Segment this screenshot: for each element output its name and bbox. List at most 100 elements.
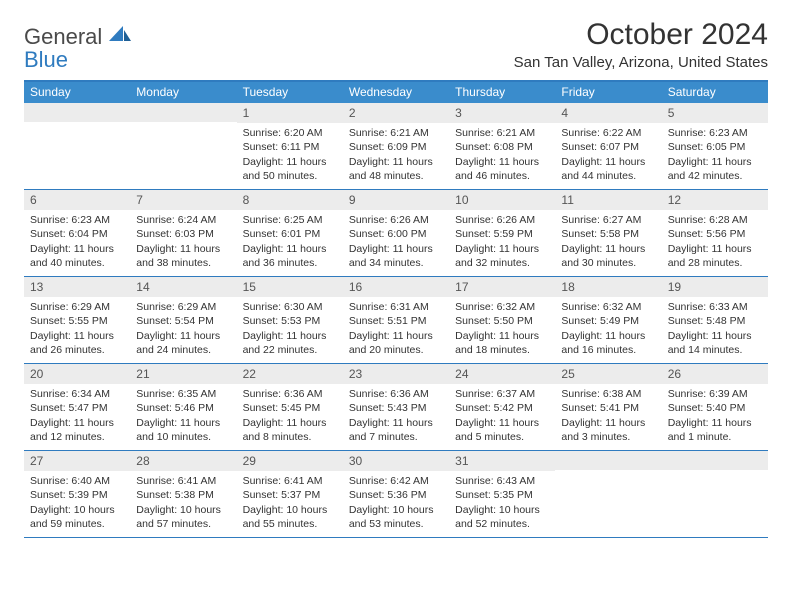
- day-number: 13: [24, 277, 130, 297]
- sunset-line: Sunset: 6:09 PM: [349, 140, 445, 154]
- calendar-day-cell: 1Sunrise: 6:20 AMSunset: 6:11 PMDaylight…: [237, 103, 343, 189]
- calendar-week-row: 20Sunrise: 6:34 AMSunset: 5:47 PMDayligh…: [24, 364, 768, 451]
- calendar-day-cell: 25Sunrise: 6:38 AMSunset: 5:41 PMDayligh…: [555, 364, 661, 450]
- day-number: 22: [237, 364, 343, 384]
- sunrise-line: Sunrise: 6:42 AM: [349, 474, 445, 488]
- sunset-line: Sunset: 5:48 PM: [668, 314, 764, 328]
- calendar-week-row: 27Sunrise: 6:40 AMSunset: 5:39 PMDayligh…: [24, 451, 768, 538]
- daylight-line: Daylight: 10 hours and 59 minutes.: [30, 503, 126, 531]
- daylight-line: Daylight: 10 hours and 53 minutes.: [349, 503, 445, 531]
- day-number: [555, 451, 661, 470]
- sunset-line: Sunset: 6:05 PM: [668, 140, 764, 154]
- page-title: October 2024: [514, 18, 768, 52]
- sunset-line: Sunset: 5:45 PM: [243, 401, 339, 415]
- daylight-line: Daylight: 11 hours and 1 minute.: [668, 416, 764, 444]
- calendar-day-cell: 5Sunrise: 6:23 AMSunset: 6:05 PMDaylight…: [662, 103, 768, 189]
- calendar-day-cell: 11Sunrise: 6:27 AMSunset: 5:58 PMDayligh…: [555, 190, 661, 276]
- day-number: 18: [555, 277, 661, 297]
- day-of-week-label: Sunday: [24, 82, 130, 103]
- day-number: 14: [130, 277, 236, 297]
- day-number: 31: [449, 451, 555, 471]
- sunset-line: Sunset: 5:59 PM: [455, 227, 551, 241]
- sunrise-line: Sunrise: 6:21 AM: [349, 126, 445, 140]
- sunrise-line: Sunrise: 6:40 AM: [30, 474, 126, 488]
- day-number: [24, 103, 130, 122]
- sunrise-line: Sunrise: 6:36 AM: [243, 387, 339, 401]
- day-number: 29: [237, 451, 343, 471]
- day-number: 11: [555, 190, 661, 210]
- sunset-line: Sunset: 5:51 PM: [349, 314, 445, 328]
- calendar-week-row: 13Sunrise: 6:29 AMSunset: 5:55 PMDayligh…: [24, 277, 768, 364]
- day-number: 1: [237, 103, 343, 123]
- calendar-day-cell: 26 Sunrise: 6:39 AMSunset: 5:40 PMDayligh…: [662, 364, 768, 450]
- day-number: 2: [343, 103, 449, 123]
- logo-word-1: General: [24, 24, 102, 49]
- sunset-line: Sunset: 5:37 PM: [243, 488, 339, 502]
- calendar-day-cell: 27 Sunrise: 6:40 AMSunset: 5:39 PMDayligh…: [24, 451, 130, 537]
- calendar-day-cell: 2Sunrise: 6:21 AMSunset: 6:09 PMDaylight…: [343, 103, 449, 189]
- day-of-week-label: Friday: [555, 82, 661, 103]
- day-number: 30: [343, 451, 449, 471]
- sunrise-line: Sunrise: 6:35 AM: [136, 387, 232, 401]
- sunset-line: Sunset: 6:01 PM: [243, 227, 339, 241]
- calendar-day-cell: [555, 451, 661, 537]
- sunrise-line: Sunrise: 6:27 AM: [561, 213, 657, 227]
- calendar-week-row: 6Sunrise: 6:23 AMSunset: 6:04 PMDaylight…: [24, 190, 768, 277]
- sunrise-line: Sunrise: 6:30 AM: [243, 300, 339, 314]
- day-number: 26: [662, 364, 768, 384]
- calendar-day-cell: 22Sunrise: 6:36 AMSunset: 5:45 PMDayligh…: [237, 364, 343, 450]
- day-number: 16: [343, 277, 449, 297]
- sunset-line: Sunset: 6:07 PM: [561, 140, 657, 154]
- daylight-line: Daylight: 11 hours and 5 minutes.: [455, 416, 551, 444]
- daylight-line: Daylight: 11 hours and 26 minutes.: [30, 329, 126, 357]
- daylight-line: Daylight: 11 hours and 16 minutes.: [561, 329, 657, 357]
- sunrise-line: Sunrise: 6:43 AM: [455, 474, 551, 488]
- sunset-line: Sunset: 5:49 PM: [561, 314, 657, 328]
- day-number: 23: [343, 364, 449, 384]
- sunrise-line: Sunrise: 6:23 AM: [30, 213, 126, 227]
- sunrise-line: Sunrise: 6:32 AM: [455, 300, 551, 314]
- day-number: 4: [555, 103, 661, 123]
- sunset-line: Sunset: 5:58 PM: [561, 227, 657, 241]
- sunset-line: Sunset: 5:40 PM: [668, 401, 764, 415]
- day-number: 3: [449, 103, 555, 123]
- daylight-line: Daylight: 11 hours and 20 minutes.: [349, 329, 445, 357]
- sunset-line: Sunset: 5:55 PM: [30, 314, 126, 328]
- calendar-day-cell: 9Sunrise: 6:26 AMSunset: 6:00 PMDaylight…: [343, 190, 449, 276]
- daylight-line: Daylight: 11 hours and 22 minutes.: [243, 329, 339, 357]
- daylight-line: Daylight: 11 hours and 24 minutes.: [136, 329, 232, 357]
- location-subtitle: San Tan Valley, Arizona, United States: [514, 54, 768, 71]
- calendar-day-cell: 6Sunrise: 6:23 AMSunset: 6:04 PMDaylight…: [24, 190, 130, 276]
- daylight-line: Daylight: 10 hours and 57 minutes.: [136, 503, 232, 531]
- sunset-line: Sunset: 5:46 PM: [136, 401, 232, 415]
- daylight-line: Daylight: 10 hours and 55 minutes.: [243, 503, 339, 531]
- logo: General Blue: [24, 18, 131, 72]
- sunrise-line: Sunrise: 6:33 AM: [668, 300, 764, 314]
- day-number: 17: [449, 277, 555, 297]
- sunrise-line: Sunrise: 6:39 AM: [668, 387, 764, 401]
- sunset-line: Sunset: 5:43 PM: [349, 401, 445, 415]
- day-of-week-label: Tuesday: [237, 82, 343, 103]
- sunrise-line: Sunrise: 6:31 AM: [349, 300, 445, 314]
- sunset-line: Sunset: 5:47 PM: [30, 401, 126, 415]
- daylight-line: Daylight: 11 hours and 7 minutes.: [349, 416, 445, 444]
- sunset-line: Sunset: 5:39 PM: [30, 488, 126, 502]
- sunrise-line: Sunrise: 6:29 AM: [30, 300, 126, 314]
- daylight-line: Daylight: 10 hours and 52 minutes.: [455, 503, 551, 531]
- calendar-day-cell: 18Sunrise: 6:32 AMSunset: 5:49 PMDayligh…: [555, 277, 661, 363]
- sunset-line: Sunset: 5:38 PM: [136, 488, 232, 502]
- daylight-line: Daylight: 11 hours and 38 minutes.: [136, 242, 232, 270]
- calendar-day-cell: 21Sunrise: 6:35 AMSunset: 5:46 PMDayligh…: [130, 364, 236, 450]
- calendar-day-cell: 16 Sunrise: 6:31 AMSunset: 5:51 PMDayligh…: [343, 277, 449, 363]
- daylight-line: Daylight: 11 hours and 46 minutes.: [455, 155, 551, 183]
- sunrise-line: Sunrise: 6:34 AM: [30, 387, 126, 401]
- sunrise-line: Sunrise: 6:41 AM: [136, 474, 232, 488]
- calendar-day-cell: 4Sunrise: 6:22 AMSunset: 6:07 PMDaylight…: [555, 103, 661, 189]
- calendar-day-cell: 17Sunrise: 6:32 AMSunset: 5:50 PMDayligh…: [449, 277, 555, 363]
- day-number: 28: [130, 451, 236, 471]
- day-number: 27: [24, 451, 130, 471]
- sunrise-line: Sunrise: 6:38 AM: [561, 387, 657, 401]
- sunrise-line: Sunrise: 6:20 AM: [243, 126, 339, 140]
- calendar-day-cell: 23Sunrise: 6:36 AMSunset: 5:43 PMDayligh…: [343, 364, 449, 450]
- sunrise-line: Sunrise: 6:26 AM: [349, 213, 445, 227]
